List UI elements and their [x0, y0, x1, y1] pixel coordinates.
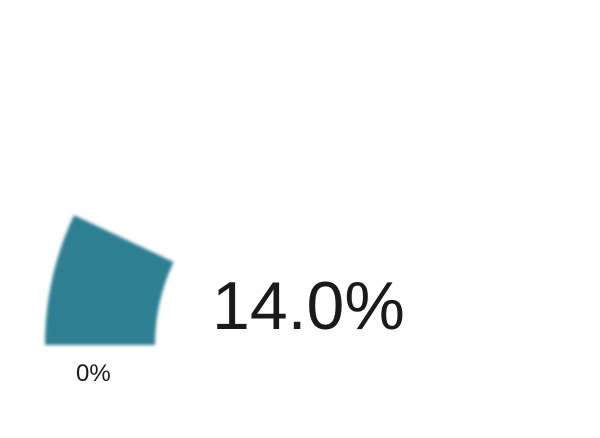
gauge-min-label: 0% [76, 360, 111, 387]
gauge-value-label: 14.0% [212, 268, 405, 344]
gauge-fill-arc [45, 215, 174, 345]
